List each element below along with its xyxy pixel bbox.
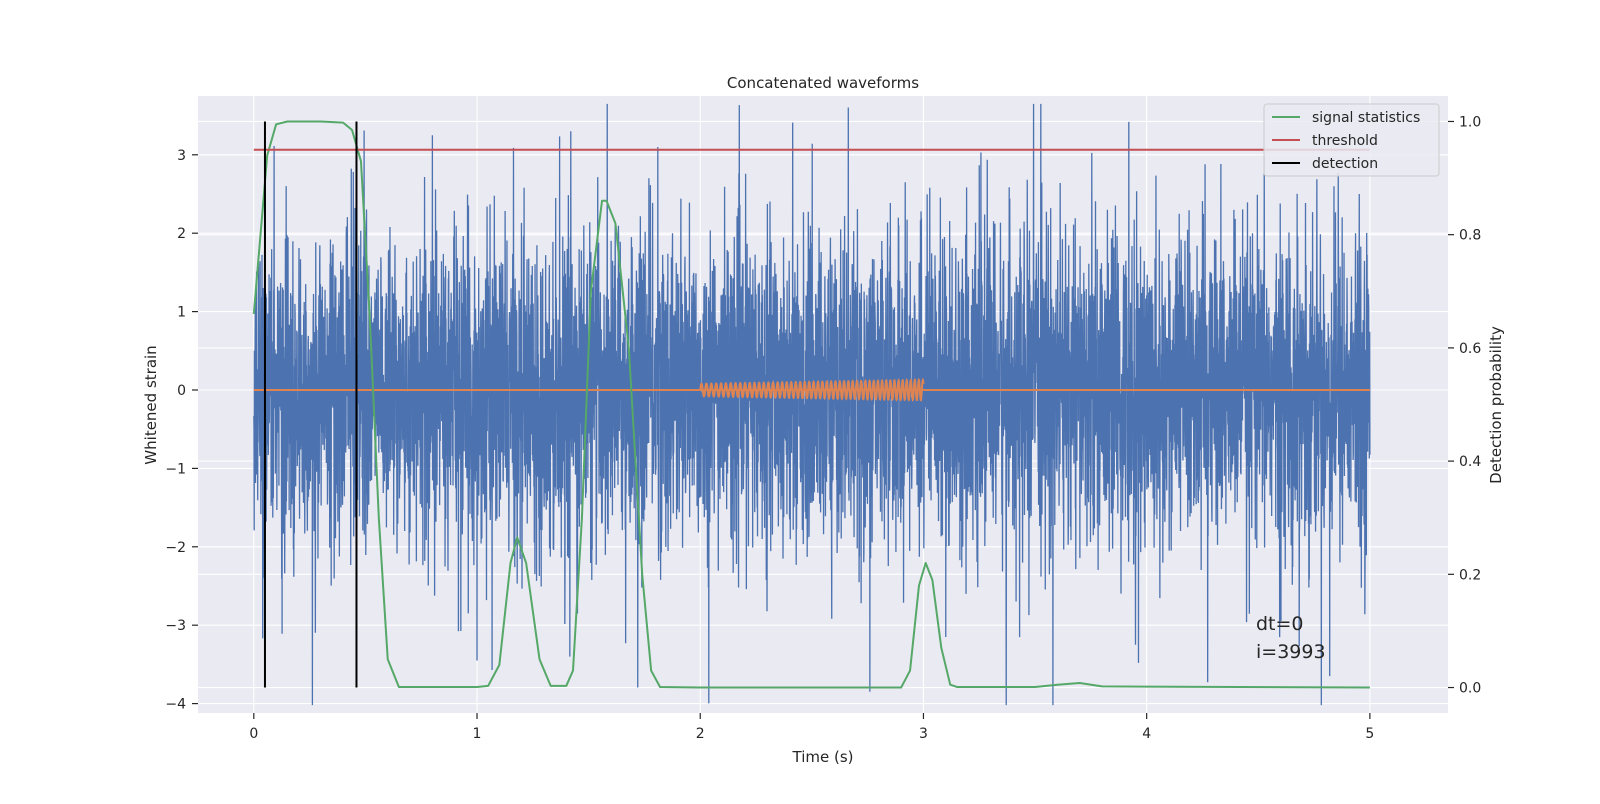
signal-statistics-line (252, 120, 1370, 689)
legend: signal statistics threshold detection (1263, 103, 1440, 177)
y-tick-label-left: −3 (165, 618, 186, 634)
x-tick-label: 1 (473, 726, 482, 742)
y-tick-label-right: 0.8 (1459, 228, 1481, 244)
x-tick-label: 5 (1365, 726, 1374, 742)
legend-label-detection: detection (1312, 156, 1378, 172)
strain-series (253, 103, 1371, 706)
annotation-i: i=3993 (1256, 641, 1326, 663)
legend-label-signal-statistics: signal statistics (1312, 110, 1420, 126)
y-tick-label-right: 0.2 (1459, 567, 1481, 583)
data-layer (252, 103, 1371, 706)
legend-label-threshold: threshold (1312, 133, 1378, 149)
x-axis-label: Time (s) (792, 748, 854, 766)
y-tick-label-left: −4 (165, 697, 186, 713)
y-tick-label-left: 3 (177, 148, 186, 164)
y-axis-label-left: Whitened strain (142, 345, 160, 464)
y-axis-label-right: Detection probability (1487, 326, 1505, 484)
x-tick-label: 0 (249, 726, 258, 742)
y-tick-label-left: −2 (165, 540, 186, 556)
y-tick-label-left: 2 (177, 226, 186, 242)
y-tick-label-left: 1 (177, 305, 186, 321)
chart-title: Concatenated waveforms (727, 74, 919, 92)
x-tick-label: 3 (919, 726, 928, 742)
x-tick-label: 4 (1142, 726, 1151, 742)
y-tick-label-left: 0 (177, 383, 186, 399)
y-tick-label-right: 0.0 (1459, 681, 1481, 697)
x-tick-label: 2 (696, 726, 705, 742)
y-tick-label-left: −1 (165, 461, 186, 477)
y-tick-label-right: 0.6 (1459, 341, 1481, 357)
axis-layer: 0 1 2 3 4 5 −4 −3 −2 −1 0 1 2 3 0.0 0.2 0.4 0.6 0.8 1.0 (165, 114, 1481, 742)
y-tick-label-right: 0.4 (1459, 454, 1481, 470)
injected-signal-chirp (699, 377, 925, 402)
y-tick-label-right: 1.0 (1459, 114, 1481, 130)
legend-box (1263, 103, 1440, 177)
annotation-dt: dt=0 (1256, 613, 1304, 635)
